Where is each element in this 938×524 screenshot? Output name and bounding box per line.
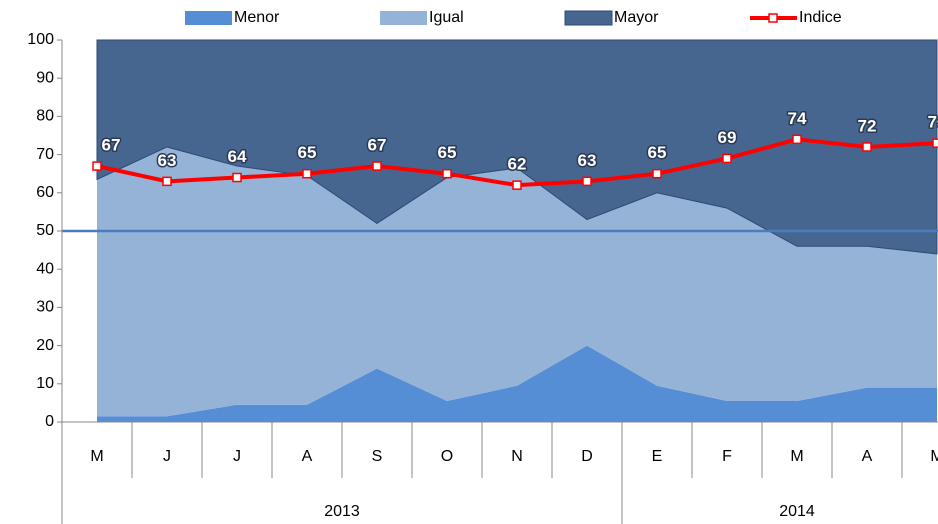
area [97, 345, 937, 422]
legend-swatch [185, 11, 232, 25]
y-tick-label: 0 [45, 413, 54, 430]
marker [792, 134, 802, 145]
y-tick-label: 100 [27, 31, 54, 48]
data-label: 63 [578, 151, 597, 170]
x-tick-label: F [722, 448, 732, 465]
x-tick-label: A [862, 448, 873, 465]
marker [372, 161, 382, 171]
y-tick-label: 90 [36, 69, 54, 86]
y-tick-label: 10 [36, 375, 54, 392]
area [97, 146, 937, 417]
legend-label: Menor [234, 9, 280, 26]
x-tick-label: M [790, 448, 803, 465]
x-tick-label: E [652, 448, 663, 465]
legend-label: Igual [429, 9, 464, 26]
data-label: 65 [438, 143, 457, 162]
data-label: 65 [298, 143, 317, 162]
marker [92, 161, 102, 171]
data-label: 62 [508, 155, 527, 174]
data-label: 67 [102, 136, 121, 155]
data-label: 69 [718, 128, 737, 147]
legend-swatch [380, 11, 427, 25]
area [96, 39, 938, 255]
x-tick-label: M [90, 448, 103, 465]
marker [862, 142, 872, 152]
data-label: 65 [648, 143, 667, 162]
marker [302, 168, 312, 179]
data-label: 67 [368, 136, 387, 155]
x-tick-label: A [302, 448, 313, 465]
marker [512, 180, 522, 190]
data-label: 63 [158, 151, 177, 170]
x-tick-label: J [163, 448, 171, 465]
y-tick-label: 70 [36, 146, 54, 163]
data-label: 73 [928, 113, 938, 132]
x-group-label: 2013 [324, 503, 360, 520]
data-label: 64 [228, 147, 247, 166]
marker [932, 138, 938, 148]
y-tick-label: 80 [36, 108, 54, 125]
y-tick-label: 60 [36, 184, 54, 201]
legend-swatch [564, 10, 613, 26]
marker [582, 176, 592, 187]
legend-label: Indice [799, 9, 842, 26]
marker [652, 168, 662, 179]
legend-swatch [768, 13, 778, 23]
y-tick-label: 30 [36, 299, 54, 316]
x-tick-label: M [930, 448, 938, 465]
marker [722, 153, 732, 164]
x-tick-label: S [372, 448, 383, 465]
y-tick-label: 40 [36, 260, 54, 277]
x-tick-label: D [581, 448, 593, 465]
y-tick-label: 50 [36, 222, 54, 239]
x-tick-label: J [233, 448, 241, 465]
x-tick-label: O [441, 448, 453, 465]
data-label: 74 [788, 109, 807, 128]
legend-label: Mayor [614, 9, 659, 26]
x-tick-label: N [511, 448, 523, 465]
marker [162, 176, 172, 187]
data-label: 72 [858, 116, 877, 135]
marker [442, 168, 452, 179]
x-group-label: 2014 [779, 503, 815, 520]
y-tick-label: 20 [36, 337, 54, 354]
marker [232, 172, 242, 183]
